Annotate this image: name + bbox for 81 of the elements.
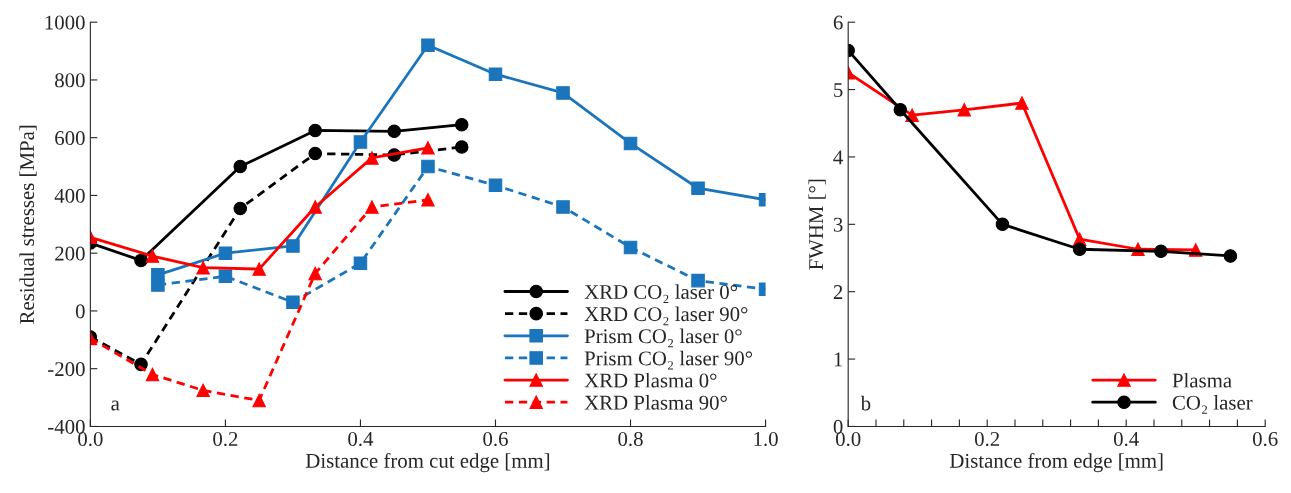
point [421, 38, 435, 53]
y-tick-label: 800 [55, 73, 85, 88]
legend-label: XRD Plasma 90° [584, 395, 727, 410]
x-tick-label: 0.4 [348, 431, 374, 447]
point [145, 367, 160, 382]
point [365, 200, 379, 214]
annotation: b [860, 395, 871, 411]
point [353, 256, 368, 271]
y-tick-label: 200 [55, 246, 85, 261]
point [421, 141, 435, 155]
point [893, 103, 908, 117]
point [1223, 249, 1238, 263]
point [421, 159, 435, 174]
point [308, 146, 322, 161]
y-axis-title: Residual stresses [MPa] [19, 125, 37, 324]
y-tick-label: 600 [55, 131, 85, 146]
y-tick-label: 5 [834, 83, 843, 97]
y-tick-label: 1 [834, 352, 843, 367]
point [1154, 244, 1168, 259]
point [145, 249, 160, 263]
point [353, 135, 368, 149]
x-tick-label: 0.6 [483, 431, 508, 447]
point [365, 151, 379, 165]
point [454, 117, 469, 132]
point [623, 136, 638, 151]
annotation: a [111, 400, 120, 411]
legend-label: Prism CO₂ laser 0° [584, 328, 742, 348]
x-tick-label: 0.2 [213, 431, 238, 447]
point [134, 253, 148, 268]
point [1015, 96, 1029, 110]
y-tick-label: 6 [833, 15, 843, 30]
point [286, 295, 300, 310]
legend-label: CO₂ laser [1172, 395, 1253, 414]
point [218, 269, 233, 284]
legend-label: XRD CO₂ laser 0° [584, 284, 737, 304]
legend-label: Plasma [1172, 372, 1232, 388]
legend-label: Prism CO₂ laser 90° [584, 350, 753, 370]
point [488, 178, 503, 193]
y-tick-label: 4 [833, 150, 843, 165]
x-axis-title: Distance from edge [mm] [949, 452, 1163, 473]
point [308, 123, 322, 138]
y-tick-label: -400 [48, 419, 85, 434]
point [421, 193, 435, 207]
point [1072, 242, 1087, 257]
x-tick-label: 0.4 [1113, 431, 1139, 447]
y-tick-label: 3 [833, 217, 843, 232]
point [691, 181, 705, 195]
y-tick-label: 400 [54, 188, 85, 203]
legend-label: XRD Plasma 0° [584, 372, 717, 388]
point [387, 124, 401, 139]
point [252, 393, 266, 408]
y-tick-label: 1000 [45, 15, 85, 30]
point [454, 140, 469, 154]
legend-label: XRD CO₂ laser 90° [584, 306, 748, 326]
point [308, 200, 322, 214]
point [556, 200, 570, 214]
point [488, 67, 503, 81]
y-tick-label: 0 [833, 419, 843, 434]
point [995, 217, 1010, 232]
point [233, 159, 248, 174]
point [308, 266, 322, 281]
point [196, 383, 210, 398]
y-axis-title: FWHM [°] [808, 179, 826, 270]
y-tick-label: -200 [48, 362, 85, 377]
point [286, 239, 300, 253]
point [218, 246, 233, 260]
point [957, 103, 972, 117]
x-tick-label: 0.8 [618, 431, 643, 447]
point [556, 86, 570, 100]
y-tick-label: 0 [75, 304, 85, 319]
y-tick-label: 2 [833, 285, 843, 299]
x-tick-label: 0.2 [974, 431, 1000, 447]
point [196, 260, 210, 275]
point [623, 240, 638, 255]
x-tick-label: 0.6 [1252, 431, 1278, 447]
point [151, 278, 165, 292]
x-tick-label: 1.0 [754, 431, 778, 447]
point [252, 262, 266, 276]
point [233, 201, 248, 216]
x-axis-title: Distance from cut edge [mm] [305, 452, 550, 473]
x-tick-label: 0.0 [78, 431, 103, 447]
